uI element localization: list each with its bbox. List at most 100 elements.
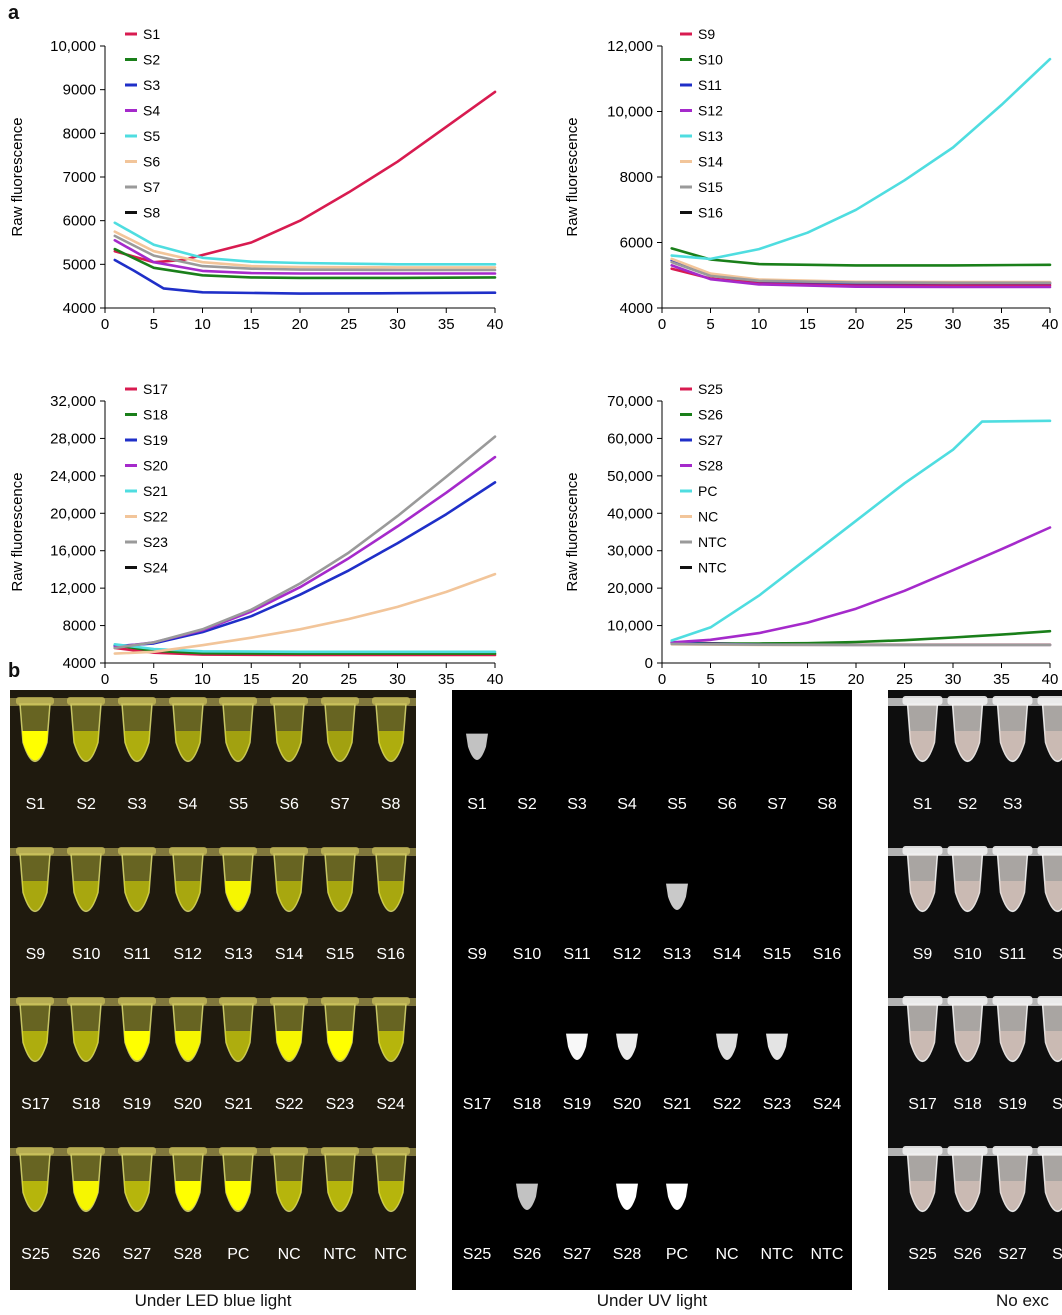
tube-label: S7: [767, 796, 787, 813]
tube-label: S1: [912, 796, 933, 813]
tube-label: S19: [998, 1096, 1027, 1113]
panel-label-b: b: [8, 660, 21, 682]
tube-label: S8: [380, 796, 401, 813]
tube-label: NC: [277, 1246, 301, 1263]
series-line-s4: [113, 239, 497, 275]
y-tick-label: 70,000: [607, 393, 653, 410]
legend-label: S13: [698, 128, 723, 144]
tube-icon: [652, 694, 702, 782]
tube-label: S19: [562, 1096, 592, 1113]
tube-label: S1: [467, 796, 487, 813]
tube-icon: [752, 1144, 802, 1232]
tube-label: S24: [376, 1096, 405, 1113]
tube-icon: [168, 697, 207, 763]
tube-label: NC: [715, 1246, 739, 1263]
y-tick-label: 60,000: [607, 430, 653, 447]
tube-label: S10: [71, 946, 101, 963]
tube-icon: [16, 997, 55, 1063]
x-tick-label: 0: [658, 671, 666, 685]
tube-icon: [219, 847, 258, 913]
tube-label: S25: [462, 1246, 492, 1263]
y-tick-label: 8000: [63, 125, 96, 142]
y-tick-label: 4000: [63, 655, 96, 672]
legend-label: S1: [143, 26, 160, 42]
tube-label: PC: [227, 1246, 250, 1263]
tube-icon: [992, 996, 1033, 1063]
tube-label: S12: [173, 946, 202, 963]
tube-icon: [270, 1147, 309, 1213]
tube-icon: [947, 846, 988, 913]
x-tick-label: 35: [438, 316, 455, 330]
tube-icon: [752, 694, 802, 782]
x-tick-label: 30: [389, 316, 406, 330]
tube-icon: [992, 846, 1033, 913]
tube-icon: [452, 1144, 502, 1232]
tube-icon: [802, 844, 852, 932]
legend-label: S9: [698, 26, 715, 42]
tube-icon: [117, 847, 156, 913]
x-tick-label: 40: [487, 671, 504, 685]
x-tick-label: 15: [243, 671, 260, 685]
legend-label: S8: [143, 205, 160, 221]
x-tick-label: 30: [945, 316, 962, 330]
tube-icon: [552, 694, 602, 782]
legend-label: S10: [698, 52, 723, 68]
y-tick-label: 10,000: [607, 618, 653, 635]
tube-icon: [752, 844, 802, 932]
series-line-s3: [113, 258, 497, 295]
legend-label: S12: [698, 103, 723, 119]
x-tick-label: 0: [658, 316, 666, 330]
y-tick-label: 24,000: [50, 468, 96, 485]
chart-s1-s8: 0 5 10 15 20 25 30 35 40 4000 5000 6000 7000 8000 9000…: [9, 26, 503, 330]
tube-icon: [947, 1146, 988, 1213]
tube-label: S3: [567, 796, 587, 813]
x-tick-label: 20: [292, 316, 309, 330]
series-line-s13: [670, 57, 1052, 261]
tube-label: S4: [177, 796, 198, 813]
legend-label: S17: [143, 381, 168, 397]
series-line-s20: [113, 455, 497, 649]
tube-icon: [616, 1033, 638, 1060]
x-tick-label: 25: [896, 671, 913, 685]
tube-icon: [117, 1147, 156, 1213]
legend-label: S21: [143, 483, 168, 499]
x-tick-label: 5: [150, 316, 158, 330]
y-axis-label: Raw fluorescence: [564, 117, 581, 236]
tube-label: S13: [662, 946, 692, 963]
tube-label: S5: [667, 796, 687, 813]
x-tick-label: 0: [101, 316, 109, 330]
series-line-s7: [113, 234, 497, 272]
x-tick-label: 25: [340, 671, 357, 685]
tube-strip-cap: [10, 1148, 416, 1156]
caption-no-excitation: No exc: [996, 1291, 1049, 1310]
y-tick-label: 12,000: [50, 580, 96, 597]
legend-label: S11: [698, 77, 722, 93]
x-tick-label: 5: [706, 671, 714, 685]
x-tick-label: 20: [848, 316, 865, 330]
tube-icon: [652, 994, 702, 1082]
tube-icon: [371, 997, 410, 1063]
tube-icon: [371, 1147, 410, 1213]
tube-label: S11: [563, 946, 591, 963]
tube-icon: [802, 1144, 852, 1232]
tube-icon: [516, 1183, 538, 1210]
panel-label-a: a: [8, 2, 20, 24]
legend-label: S3: [143, 77, 160, 93]
tube-icon: [502, 994, 552, 1082]
x-tick-label: 40: [1042, 316, 1059, 330]
y-tick-label: 30,000: [607, 543, 653, 560]
tube-label: S15: [325, 946, 355, 963]
y-tick-label: 20,000: [50, 505, 96, 522]
tube-label: S16: [376, 946, 405, 963]
tube-label: S22: [274, 1096, 304, 1113]
chart-s25-ntc: 0 5 10 15 20 25 30 35 40 0 10,000 20,000 30,000 40,00…: [564, 381, 1058, 685]
x-tick-label: 10: [194, 316, 211, 330]
y-tick-label: 9000: [63, 82, 96, 99]
tube-label: S9: [25, 946, 46, 963]
tube-label: S: [1052, 1246, 1062, 1263]
y-tick-label: 8000: [620, 169, 653, 186]
tube-icon: [452, 844, 502, 932]
tube-label: S17: [462, 1096, 492, 1113]
tube-icon: [320, 1147, 359, 1213]
legend-label: S24: [143, 560, 168, 576]
